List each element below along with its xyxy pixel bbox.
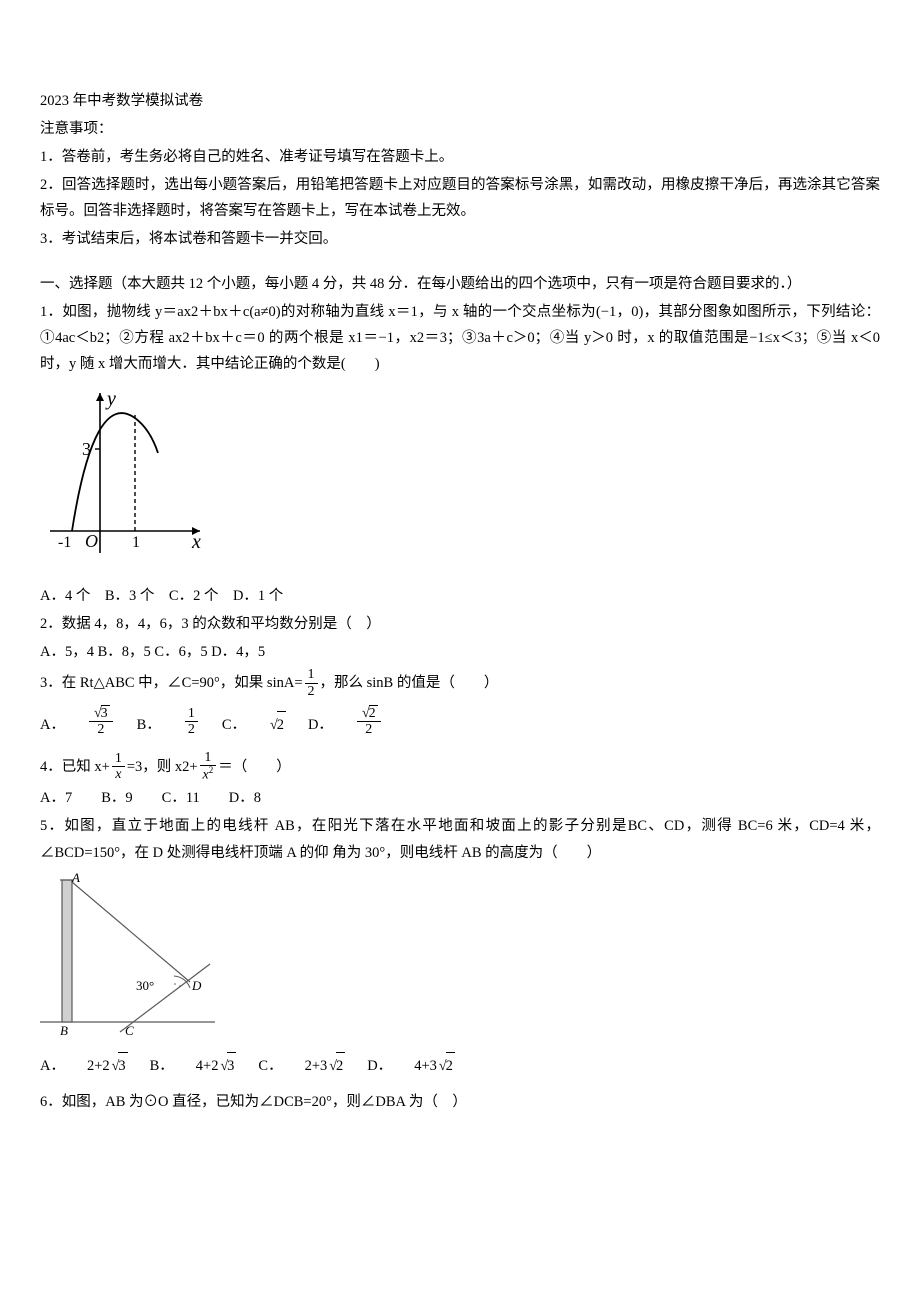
frac-den: 2 bbox=[89, 722, 113, 737]
q5-optC-label: C． bbox=[258, 1053, 282, 1079]
q3-options: A． 3 2 B． 1 2 C． 2 D． 2 2 bbox=[40, 705, 880, 738]
frac-den: 2 bbox=[357, 722, 381, 737]
q5-optB-value: 4+23 bbox=[196, 1052, 237, 1079]
sqrt-rad: 3 bbox=[101, 705, 110, 721]
q5-stem: 5．如图，直立于地面上的电线杆 AB，在阳光下落在水平地面和坡面上的影子分别是B… bbox=[40, 813, 880, 865]
q5-options: A． 2+23 B． 4+23 C． 2+32 D． 4+32 bbox=[40, 1052, 880, 1079]
q3-frac-half: 1 2 bbox=[305, 667, 318, 699]
pt-D: D bbox=[191, 978, 202, 993]
q4-frac2: 1 x2 bbox=[200, 750, 217, 783]
q2-stem: 2．数据 4，8，4，6，3 的众数和平均数分别是（ ） bbox=[40, 611, 880, 637]
q4-options: A．7 B．9 C．11 D．8 bbox=[40, 785, 880, 811]
q4-frac1: 1 x bbox=[112, 751, 125, 783]
q4-stem-c: ＝（ ） bbox=[218, 754, 291, 780]
sqrt-rad: 2 bbox=[277, 711, 286, 738]
q1-figure: y x O -1 1 3 bbox=[40, 383, 880, 577]
q1-options: A．4 个 B．3 个 C．2 个 D．1 个 bbox=[40, 583, 880, 609]
q4-stem-a: 4．已知 x+ bbox=[40, 754, 110, 780]
q3-stem: 3．在 Rt△ABC 中，∠C=90°，如果 sinA= 1 2 ，那么 sin… bbox=[40, 667, 880, 699]
q3-optD-label: D． bbox=[308, 712, 333, 738]
q2-options: A．5，4 B．8，5 C．6，5 D．4，5 bbox=[40, 639, 880, 665]
axis-x-label: x bbox=[191, 531, 201, 553]
q5-optD-label: D． bbox=[367, 1053, 392, 1079]
tick-neg1: -1 bbox=[58, 534, 71, 551]
pt-B: B bbox=[60, 1023, 68, 1037]
q3-stem-b: ，那么 sinB 的值是（ ） bbox=[320, 670, 499, 696]
q3-optA-label: A． bbox=[40, 712, 65, 738]
axis-y-label: y bbox=[105, 388, 116, 410]
section1-heading: 一、选择题（本大题共 12 个小题，每小题 4 分，共 48 分．在每小题给出的… bbox=[40, 271, 880, 297]
q5-optB-label: B． bbox=[150, 1053, 174, 1079]
tick-3: 3 bbox=[82, 439, 91, 459]
notice-label: 注意事项： bbox=[40, 116, 880, 142]
q3-optA-value: 3 2 bbox=[89, 705, 113, 738]
q5-optA-value: 2+23 bbox=[87, 1052, 128, 1079]
frac-den: x bbox=[112, 767, 125, 782]
origin-label: O bbox=[85, 531, 98, 551]
sqrt-rad: 2 bbox=[369, 705, 378, 721]
q5-optA-label: A． bbox=[40, 1053, 65, 1079]
notice-item-2: 2．回答选择题时，选出每小题答案后，用铅笔把答题卡上对应题目的答案标号涂黑，如需… bbox=[40, 172, 880, 224]
q3-optC-value: 2 bbox=[268, 711, 286, 738]
frac-num: 1 bbox=[200, 750, 217, 766]
q3-optB-value: 1 2 bbox=[185, 706, 198, 738]
q3-stem-a: 3．在 Rt△ABC 中，∠C=90°，如果 sinA= bbox=[40, 670, 303, 696]
q3-optB-label: B． bbox=[137, 712, 161, 738]
tick-1: 1 bbox=[132, 534, 140, 551]
q3-optC-label: C． bbox=[222, 712, 246, 738]
q4-stem: 4．已知 x+ 1 x =3，则 x2+ 1 x2 ＝（ ） bbox=[40, 750, 880, 783]
angle-label: 30° bbox=[136, 978, 154, 993]
notice-item-1: 1．答卷前，考生务必将自己的姓名、准考证号填写在答题卡上。 bbox=[40, 144, 880, 170]
frac-den: 2 bbox=[185, 722, 198, 737]
q4-stem-b: =3，则 x2+ bbox=[127, 754, 198, 780]
pt-C: C bbox=[125, 1023, 134, 1037]
frac-den: x2 bbox=[200, 766, 217, 783]
pt-A: A bbox=[71, 872, 80, 885]
q3-optD-value: 2 2 bbox=[357, 705, 381, 738]
exam-title: 2023 年中考数学模拟试卷 bbox=[40, 88, 880, 114]
q5-optC-value: 2+32 bbox=[305, 1052, 346, 1079]
q1-stem: 1．如图，抛物线 y＝ax2＋bx＋c(a≠0)的对称轴为直线 x＝1，与 x … bbox=[40, 299, 880, 377]
frac-num: 1 bbox=[305, 667, 318, 683]
q6-stem: 6．如图，AB 为⊙O 直径，已知为∠DCB=20°，则∠DBA 为（ ） bbox=[40, 1089, 880, 1115]
notice-item-3: 3．考试结束后，将本试卷和答题卡一并交回。 bbox=[40, 226, 880, 252]
q5-optD-value: 4+32 bbox=[414, 1052, 455, 1079]
frac-den: 2 bbox=[305, 684, 318, 699]
q5-figure: 30° A B C D bbox=[40, 872, 880, 1046]
frac-num: 1 bbox=[112, 751, 125, 767]
frac-num: 1 bbox=[185, 706, 198, 722]
